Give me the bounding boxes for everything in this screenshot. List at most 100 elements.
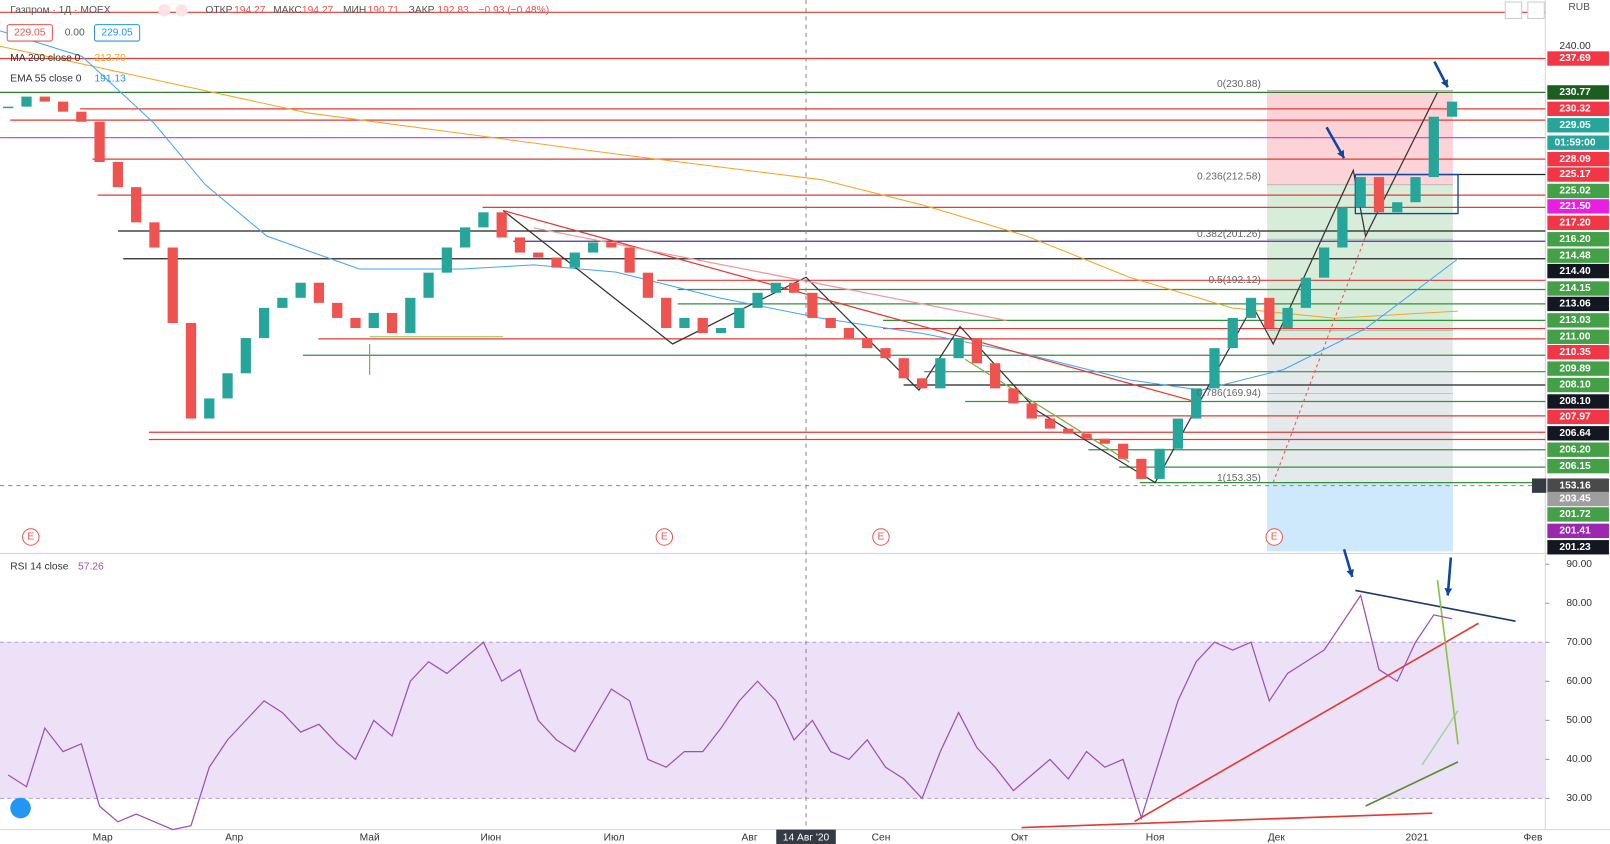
price-label-box bbox=[1547, 199, 1609, 214]
rsi-trend-line bbox=[1134, 622, 1479, 823]
low-value: 190.71 bbox=[368, 5, 400, 16]
price-label: 225.02 bbox=[1559, 186, 1591, 197]
candle bbox=[587, 242, 599, 253]
rsi-name: RSI 14 close bbox=[10, 561, 68, 572]
close-label: ЗАКР bbox=[409, 5, 435, 16]
candle bbox=[1410, 177, 1421, 203]
price-label-box bbox=[1547, 329, 1609, 344]
candle bbox=[1117, 443, 1129, 459]
alert-icon[interactable] bbox=[158, 4, 171, 17]
overlay-layer: 90.00 80.00 70.00 60.00 50.00 40.00 30.00 240.0… bbox=[22, 41, 1609, 844]
candle bbox=[825, 317, 836, 329]
candle bbox=[1337, 207, 1348, 248]
candle bbox=[1227, 317, 1238, 349]
compare-icon[interactable] bbox=[175, 4, 188, 17]
price-label-box bbox=[1547, 215, 1609, 230]
earnings-icon: E bbox=[1271, 532, 1278, 543]
rsi-tick-label: 80.00 bbox=[1566, 598, 1592, 609]
price-label-box bbox=[1547, 361, 1609, 376]
price-label-box bbox=[1547, 523, 1609, 539]
rsi-trend-line bbox=[1355, 589, 1516, 622]
bid: 229.05 bbox=[14, 28, 46, 39]
candle bbox=[752, 292, 763, 308]
price-label: 240.00 bbox=[1559, 41, 1591, 52]
price-label: 213.03 bbox=[1559, 315, 1591, 326]
price-label-box bbox=[1547, 442, 1609, 457]
price-label: 217.20 bbox=[1559, 218, 1591, 229]
fib-label: 0.786(169.94) bbox=[1197, 388, 1261, 399]
candle bbox=[569, 252, 580, 268]
rsi-band bbox=[0, 642, 1546, 799]
candle bbox=[39, 96, 50, 102]
earnings-marker bbox=[872, 528, 890, 546]
price-label: 210.35 bbox=[1559, 347, 1591, 358]
arrow-head bbox=[1346, 569, 1354, 578]
time-label: Авг bbox=[742, 833, 758, 844]
price-label: 206.15 bbox=[1559, 461, 1591, 472]
earnings-icon: E bbox=[661, 532, 668, 543]
logo[interactable] bbox=[10, 797, 31, 819]
time-label: Апр bbox=[225, 833, 243, 844]
candle bbox=[386, 312, 398, 334]
trend-line bbox=[502, 209, 1192, 402]
price-label: 225.17 bbox=[1559, 169, 1591, 180]
ask-box[interactable] bbox=[93, 24, 141, 42]
candle bbox=[1392, 202, 1403, 213]
candle bbox=[715, 328, 727, 334]
fib-label: 1(153.35) bbox=[1217, 473, 1261, 484]
candle bbox=[880, 348, 891, 359]
change-value: −0.93 (−0.48%) bbox=[478, 5, 549, 16]
price-label: 201.23 bbox=[1559, 542, 1591, 553]
candle bbox=[953, 338, 964, 359]
candle bbox=[1026, 403, 1037, 419]
price-label: 201.41 bbox=[1559, 526, 1591, 537]
high-value: 194.27 bbox=[302, 5, 334, 16]
price-label-box bbox=[1547, 281, 1609, 296]
candle bbox=[167, 247, 178, 323]
candle bbox=[1099, 438, 1110, 444]
rsi-tick-label: 90.00 bbox=[1566, 559, 1592, 570]
candle bbox=[258, 307, 270, 339]
price-label-box bbox=[1547, 491, 1609, 507]
time-label: Май bbox=[360, 833, 380, 844]
time-label: Ноя bbox=[1146, 833, 1165, 844]
time-label: Июн bbox=[480, 833, 501, 844]
ema-value: 191.13 bbox=[94, 74, 126, 85]
candle bbox=[990, 363, 1001, 389]
price-label: 221.50 bbox=[1559, 201, 1591, 212]
candle bbox=[149, 222, 160, 248]
price-label: 230.77 bbox=[1559, 87, 1591, 98]
crosshair-plus[interactable] bbox=[1531, 478, 1547, 493]
price-label-box bbox=[1547, 151, 1609, 167]
candle bbox=[21, 96, 32, 107]
scale-button[interactable] bbox=[1504, 1, 1523, 19]
bid-box[interactable] bbox=[6, 24, 53, 42]
price-label: 206.20 bbox=[1559, 444, 1591, 455]
fib-label: 0.5(192.12) bbox=[1208, 275, 1260, 286]
candle bbox=[1191, 388, 1202, 419]
candle bbox=[350, 317, 361, 329]
close-value: 192.83 bbox=[437, 5, 469, 16]
candle bbox=[551, 257, 562, 268]
price-label: 230.32 bbox=[1559, 104, 1591, 115]
candle bbox=[1209, 348, 1220, 389]
price-label: 208.10 bbox=[1559, 396, 1591, 407]
candle bbox=[788, 282, 800, 293]
candle bbox=[295, 282, 306, 298]
rsi-tick-label: 40.00 bbox=[1566, 754, 1592, 765]
maximize-button[interactable] bbox=[1527, 1, 1545, 19]
candle bbox=[240, 338, 251, 374]
candle bbox=[57, 101, 69, 112]
price-label: 208.10 bbox=[1559, 380, 1591, 391]
time-label: Дек bbox=[1268, 833, 1286, 844]
rsi-line bbox=[7, 593, 1453, 831]
low-label: МИН bbox=[343, 5, 366, 16]
rsi-tick-label: 70.00 bbox=[1566, 637, 1592, 648]
price-label-box bbox=[1547, 167, 1609, 182]
candle bbox=[514, 237, 526, 253]
price-label-box bbox=[1547, 344, 1609, 360]
earnings-marker bbox=[22, 528, 40, 546]
time-label: Июл bbox=[604, 833, 625, 844]
